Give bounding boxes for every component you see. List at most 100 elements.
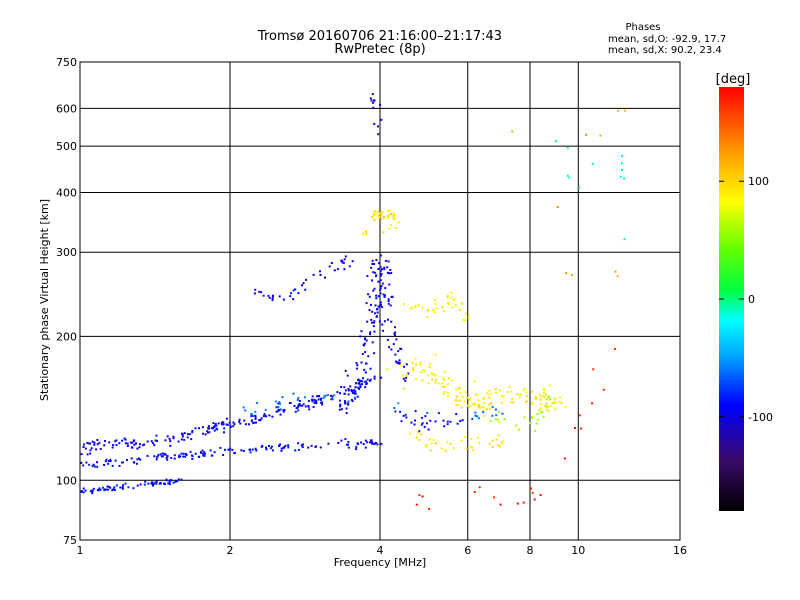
data-point [420, 361, 422, 364]
data-point [536, 413, 539, 415]
data-point [448, 377, 451, 380]
data-point [394, 353, 397, 356]
data-point [244, 423, 247, 426]
data-point [144, 480, 147, 483]
data-point [136, 458, 139, 461]
data-point [431, 378, 434, 381]
data-point [377, 295, 380, 298]
data-point [359, 335, 362, 338]
data-point [201, 449, 204, 452]
data-point [278, 444, 280, 447]
data-point [198, 427, 200, 430]
data-point [434, 442, 437, 445]
data-point [402, 414, 405, 417]
data-point [540, 395, 543, 398]
data-point [372, 442, 375, 445]
data-point [591, 402, 594, 405]
data-point [338, 408, 341, 411]
data-point [472, 449, 475, 452]
y-tick-label: 400 [56, 186, 77, 199]
data-point [379, 266, 382, 269]
data-point [467, 404, 470, 407]
data-point [412, 366, 415, 369]
data-point [207, 425, 210, 428]
data-point [390, 295, 393, 298]
data-point [393, 332, 396, 335]
data-point [462, 318, 465, 321]
data-point [184, 455, 187, 458]
data-point [109, 486, 112, 489]
data-point [222, 423, 225, 426]
data-point [318, 395, 321, 398]
data-point [135, 442, 137, 445]
data-point [415, 503, 418, 506]
data-point [96, 461, 98, 464]
data-point [238, 418, 241, 421]
data-point [254, 447, 257, 450]
data-point [554, 401, 557, 404]
data-point [311, 398, 313, 401]
data-point [442, 419, 445, 422]
data-point [388, 272, 391, 275]
data-point [397, 221, 400, 224]
data-point [442, 392, 445, 395]
data-point [232, 421, 235, 424]
data-point [536, 418, 539, 421]
data-point [459, 308, 462, 311]
data-point [256, 402, 258, 404]
data-point [424, 370, 427, 373]
data-point [559, 396, 561, 399]
data-point [208, 431, 211, 434]
data-point [102, 486, 104, 489]
data-point [389, 224, 392, 227]
data-point [89, 452, 92, 455]
data-point [361, 380, 364, 383]
data-point [372, 214, 375, 217]
data-point [456, 399, 459, 402]
data-point [457, 388, 460, 390]
data-point [263, 413, 266, 415]
data-point [371, 259, 374, 262]
data-point [339, 392, 341, 395]
data-point [287, 446, 290, 449]
data-point [474, 393, 477, 396]
data-point [390, 212, 393, 215]
data-point [191, 429, 194, 432]
data-point [126, 445, 129, 447]
data-point [346, 402, 349, 405]
data-point [476, 394, 478, 396]
data-point [361, 383, 363, 386]
data-point [165, 456, 168, 459]
data-point [426, 316, 429, 319]
data-point [530, 487, 532, 490]
data-point [378, 262, 380, 265]
data-point [226, 424, 229, 426]
data-point [383, 266, 386, 269]
data-point [98, 441, 101, 444]
data-point [340, 439, 343, 442]
data-point [159, 481, 162, 484]
data-point [210, 454, 213, 457]
data-point [338, 399, 341, 402]
data-point [203, 454, 206, 457]
data-point [446, 296, 449, 299]
data-point [151, 442, 154, 444]
data-point [167, 482, 170, 485]
colorbar-ticks: 100 0 -100 [719, 175, 773, 424]
data-point [268, 296, 271, 299]
data-point [202, 432, 204, 435]
data-point [180, 438, 183, 441]
data-point [500, 394, 503, 397]
data-point [298, 403, 301, 405]
data-point [381, 323, 384, 326]
data-point [307, 405, 310, 408]
data-point [420, 306, 423, 309]
data-point [155, 434, 158, 437]
data-point [322, 397, 325, 399]
data-point [328, 265, 331, 268]
data-point [432, 373, 435, 376]
data-point [488, 408, 491, 411]
data-point [98, 487, 101, 490]
data-point [222, 421, 225, 424]
data-point [202, 452, 205, 455]
